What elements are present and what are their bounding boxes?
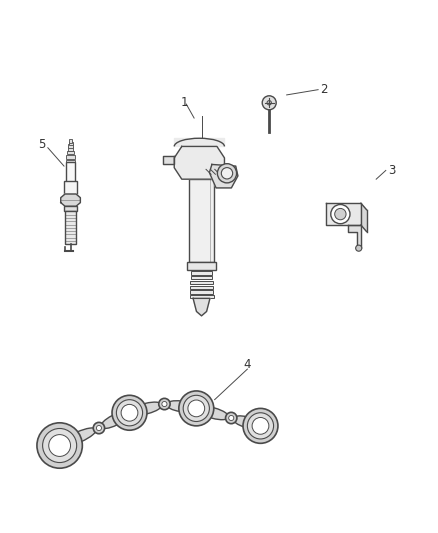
Ellipse shape (132, 402, 162, 415)
Bar (189, 179, 214, 262)
Circle shape (226, 413, 237, 424)
Bar (66, 161, 75, 188)
Bar (68, 144, 73, 148)
Polygon shape (174, 147, 224, 179)
Polygon shape (209, 165, 238, 188)
Bar (191, 281, 213, 284)
Bar (190, 295, 214, 298)
Text: 5: 5 (39, 138, 46, 151)
Circle shape (121, 405, 138, 421)
Ellipse shape (167, 401, 194, 411)
Ellipse shape (233, 416, 258, 428)
Circle shape (183, 395, 209, 422)
Bar (187, 262, 216, 270)
Circle shape (262, 96, 276, 110)
Bar (64, 206, 77, 212)
Circle shape (162, 401, 167, 407)
Text: 1: 1 (180, 96, 188, 109)
Circle shape (229, 415, 234, 421)
Circle shape (96, 425, 102, 431)
Circle shape (335, 208, 346, 220)
Bar (191, 271, 212, 274)
Circle shape (243, 408, 278, 443)
Circle shape (221, 167, 233, 179)
Ellipse shape (199, 407, 229, 419)
Circle shape (93, 422, 105, 434)
Circle shape (252, 417, 269, 434)
Polygon shape (61, 194, 81, 206)
Polygon shape (348, 225, 361, 248)
Text: 3: 3 (388, 164, 395, 177)
Bar (69, 142, 73, 145)
Circle shape (49, 434, 71, 456)
Bar (68, 147, 74, 151)
Text: 4: 4 (244, 358, 251, 372)
Circle shape (159, 398, 170, 410)
Bar (190, 286, 213, 289)
Bar (67, 155, 75, 159)
Circle shape (42, 429, 77, 463)
Ellipse shape (63, 428, 96, 446)
Circle shape (356, 245, 362, 251)
Circle shape (188, 400, 205, 417)
Bar (191, 276, 212, 279)
Bar (64, 181, 77, 195)
Circle shape (37, 423, 82, 468)
Circle shape (117, 400, 143, 426)
Circle shape (247, 413, 274, 439)
Circle shape (217, 164, 237, 183)
Ellipse shape (101, 413, 127, 429)
Bar (66, 159, 75, 163)
Polygon shape (163, 156, 174, 165)
Polygon shape (326, 203, 361, 225)
Bar (69, 140, 72, 143)
Circle shape (331, 205, 350, 224)
Circle shape (179, 391, 214, 426)
Polygon shape (361, 203, 367, 231)
Circle shape (267, 101, 272, 105)
Text: 2: 2 (320, 83, 328, 96)
Bar (190, 290, 213, 294)
Bar (67, 151, 74, 154)
Bar (65, 212, 76, 244)
Circle shape (112, 395, 147, 430)
Polygon shape (193, 298, 210, 316)
